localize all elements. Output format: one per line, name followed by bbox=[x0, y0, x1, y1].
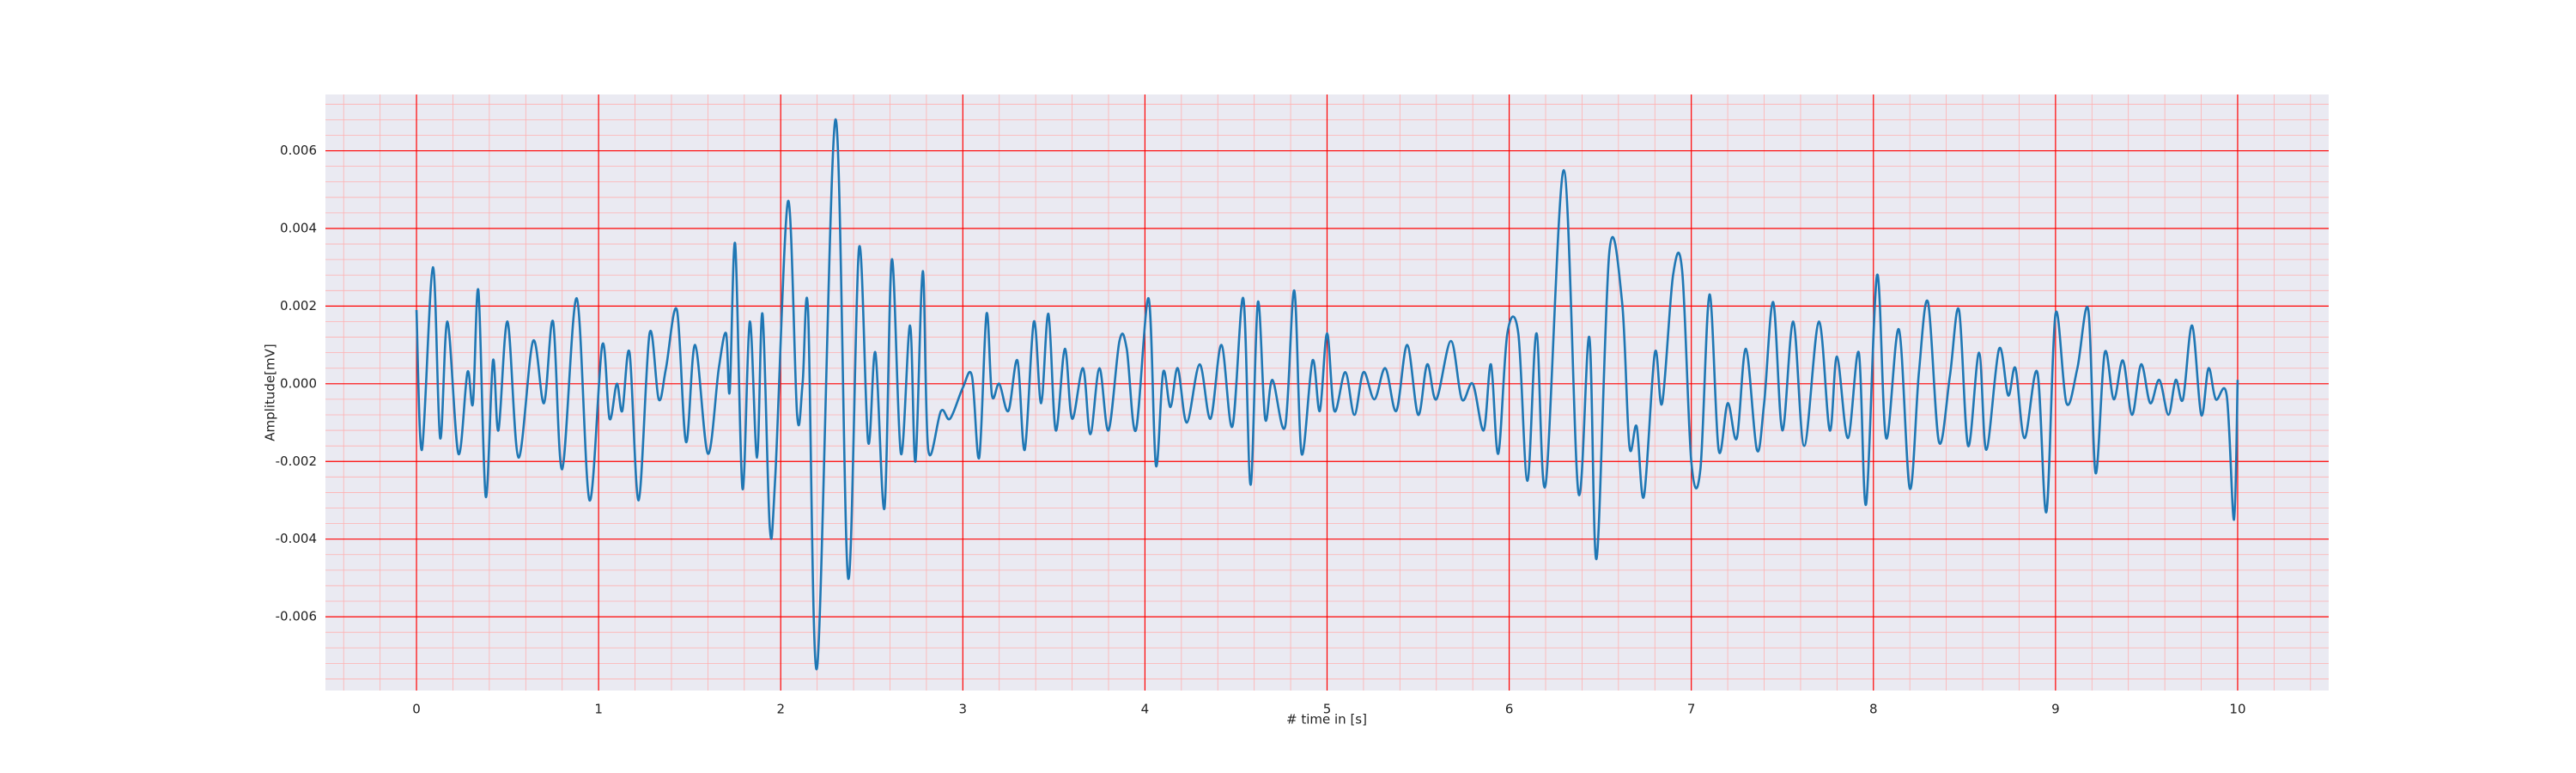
y-tick-label: -0.004 bbox=[276, 531, 317, 546]
x-tick-label: 10 bbox=[2229, 702, 2245, 717]
y-tick-label: 0.004 bbox=[280, 220, 317, 235]
x-tick-label: 4 bbox=[1141, 702, 1150, 717]
y-tick-label: -0.002 bbox=[276, 453, 317, 469]
x-tick-label: 6 bbox=[1505, 702, 1514, 717]
y-tick-label: 0.000 bbox=[280, 375, 317, 391]
x-tick-label: 8 bbox=[1869, 702, 1878, 717]
x-tick-label: 5 bbox=[1323, 702, 1332, 717]
y-tick-label: -0.006 bbox=[276, 609, 317, 624]
x-tick-label: 2 bbox=[776, 702, 785, 717]
x-tick-label: 9 bbox=[2051, 702, 2060, 717]
y-axis-label: Amplitude[mV] bbox=[263, 344, 278, 441]
x-tick-label: 3 bbox=[959, 702, 968, 717]
x-tick-label: 7 bbox=[1687, 702, 1696, 717]
x-axis-label: # time in [s] bbox=[1286, 712, 1367, 727]
signal-line bbox=[415, 119, 2239, 671]
y-tick-label: 0.002 bbox=[280, 298, 317, 313]
y-tick-label: 0.006 bbox=[280, 143, 317, 158]
x-tick-label: 1 bbox=[594, 702, 603, 717]
x-tick-label: 0 bbox=[412, 702, 421, 717]
